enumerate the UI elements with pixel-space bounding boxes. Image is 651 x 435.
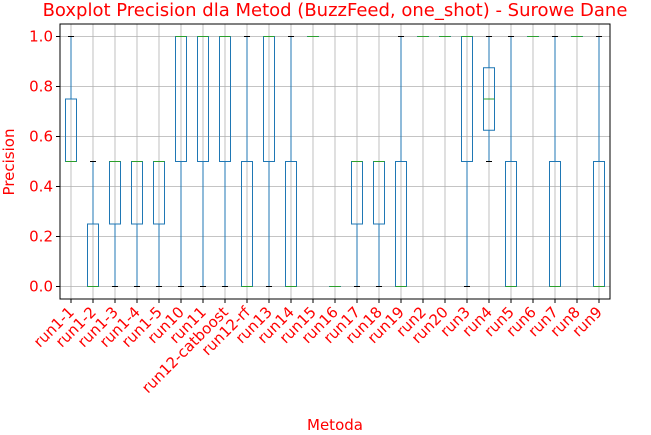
- y-tick-label: 0.4: [29, 178, 53, 196]
- box-run19: [395, 36, 407, 287]
- y-tick-label: 0.6: [29, 128, 53, 146]
- box-run4: [483, 36, 495, 162]
- chart-title: Boxplot Precision dla Metod (BuzzFeed, o…: [43, 0, 628, 21]
- box-run1-2: [87, 161, 99, 287]
- box-run7: [549, 36, 561, 287]
- x-axis-label: Metoda: [307, 416, 363, 434]
- box-run3: [461, 36, 473, 287]
- box-run1-4: [131, 161, 143, 287]
- box-run18: [373, 161, 385, 287]
- x-axis: run1-1run1-2run1-3run1-4run1-5run10run11…: [30, 299, 606, 397]
- box-run12-rf: [241, 36, 253, 287]
- box-run11: [197, 36, 209, 287]
- box-run1-1: [65, 36, 77, 162]
- box-run13: [263, 36, 275, 287]
- plot-area: [65, 36, 605, 288]
- box-run10: [175, 36, 187, 287]
- y-tick-label: 0.2: [29, 228, 53, 246]
- box-run1-3: [109, 161, 121, 287]
- y-tick-label: 0.0: [29, 278, 53, 296]
- box-run17: [351, 161, 363, 287]
- box-run5: [505, 36, 517, 287]
- y-axis-label: Precision: [0, 129, 18, 196]
- box-run9: [593, 36, 605, 287]
- y-axis: 0.0 0.2 0.4 0.6 0.8 1.0: [29, 28, 60, 296]
- y-tick-label: 1.0: [29, 28, 53, 46]
- box-run1-5: [153, 161, 165, 287]
- box-run14: [285, 36, 297, 287]
- box-run12-catboost: [219, 36, 231, 287]
- y-tick-label: 0.8: [29, 78, 53, 96]
